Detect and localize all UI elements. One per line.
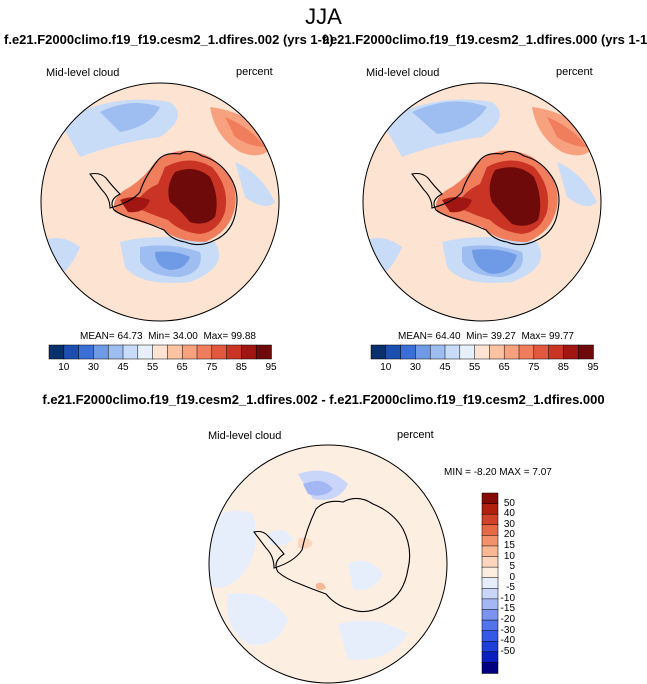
colorbar-tick-label: -50 <box>500 645 515 657</box>
colorbar-swatch <box>255 344 272 360</box>
colorbar-tick-label: 10 <box>503 550 515 562</box>
panel-left-variable: Mid-level cloud <box>46 67 120 79</box>
colorbar-swatch <box>385 344 402 360</box>
colorbar-swatch <box>429 344 446 360</box>
panel-left-units: percent <box>236 66 273 78</box>
colorbar-tick-label: 75 <box>528 362 540 373</box>
panel-right-units: percent <box>556 66 593 78</box>
stat-min-label: Min= <box>466 331 489 342</box>
colorbar-tick-label: 75 <box>206 362 218 373</box>
colorbar-tick-label: 85 <box>235 362 247 373</box>
colorbar-swatch <box>474 344 491 360</box>
colorbar-tick-label: -5 <box>506 582 515 594</box>
colorbar-swatch <box>459 344 476 360</box>
colorbar-swatch <box>107 344 124 360</box>
colorbar-tick-label: 50 <box>503 497 515 509</box>
colorbar-swatch <box>444 344 461 360</box>
colorbar-tick-label: 40 <box>503 508 515 520</box>
panel-right-run-header: f.e21.F2000climo.f19_f19.cesm2_1.dfires.… <box>322 32 647 47</box>
colorbar-diff <box>481 492 499 674</box>
stat-mean-label: MEAN= <box>80 331 115 342</box>
colorbar-tick-label: -15 <box>500 603 515 615</box>
stat-max-label: Max= <box>521 331 547 342</box>
colorbar-right <box>370 344 594 360</box>
colorbar-tick-label: 95 <box>265 362 277 373</box>
stat-mean-label: MEAN= <box>398 331 433 342</box>
colorbar-swatch <box>122 344 139 360</box>
colorbar-tick-label: 85 <box>557 362 569 373</box>
colorbar-tick-label: 30 <box>409 362 421 373</box>
colorbar-swatch <box>196 344 213 360</box>
colorbar-tick-label: -40 <box>500 635 515 647</box>
colorbar-tick-label: 65 <box>176 362 188 373</box>
panel-left-run-header: f.e21.F2000climo.f19_f19.cesm2_1.dfires.… <box>4 32 334 47</box>
diff-title: f.e21.F2000climo.f19_f19.cesm2_1.dfires.… <box>42 392 605 407</box>
colorbar-swatch <box>226 344 243 360</box>
map-right <box>362 82 602 322</box>
colorbar-tick-label: 15 <box>503 539 515 551</box>
colorbar-swatch <box>211 344 228 360</box>
colorbar-swatch <box>563 344 579 360</box>
colorbar-tick-label: -30 <box>500 624 515 636</box>
colorbar-swatch <box>481 662 499 674</box>
colorbar-tick-label: 10 <box>380 362 392 373</box>
colorbar-tick-label: 30 <box>503 518 515 530</box>
stat-min-value: 39.27 <box>490 331 516 342</box>
colorbar-swatch <box>78 344 95 360</box>
colorbar-tick-label: -20 <box>500 614 515 626</box>
colorbar-swatch <box>241 344 257 360</box>
panel-left-stats: MEAN= 64.73 Min= 34.00 Max= 99.88 <box>80 331 256 342</box>
colorbar-swatch <box>518 344 535 360</box>
colorbar-swatch <box>370 344 387 360</box>
map-left <box>40 82 280 322</box>
colorbar-tick-label: 45 <box>439 362 451 373</box>
panel-right-variable: Mid-level cloud <box>366 67 440 79</box>
colorbar-tick-label: 65 <box>498 362 510 373</box>
colorbar-tick-label: 20 <box>503 529 515 541</box>
colorbar-swatch <box>93 344 109 360</box>
colorbar-swatch <box>489 344 505 360</box>
colorbar-swatch <box>577 344 594 360</box>
colorbar-tick-label: 5 <box>509 561 515 573</box>
colorbar-swatch <box>181 344 198 360</box>
colorbar-tick-label: 10 <box>58 362 70 373</box>
colorbar-swatch <box>400 344 417 360</box>
page-title: JJA <box>305 4 342 29</box>
colorbar-swatch <box>152 344 169 360</box>
colorbar-swatch <box>548 344 565 360</box>
colorbar-tick-label: 45 <box>117 362 129 373</box>
colorbar-tick-label: 95 <box>587 362 599 373</box>
diff-units: percent <box>397 429 434 441</box>
stat-max-value: 99.88 <box>230 331 256 342</box>
panel-right-stats: MEAN= 64.40 Min= 39.27 Max= 99.77 <box>398 331 574 342</box>
colorbar-tick-label: 30 <box>87 362 99 373</box>
colorbar-tick-label: 0 <box>509 571 515 583</box>
colorbar-tick-label: 55 <box>147 362 159 373</box>
colorbar-swatch <box>533 344 550 360</box>
colorbar-swatch <box>137 344 154 360</box>
diff-minmax: MIN = -8.20 MAX = 7.07 <box>444 467 552 478</box>
stat-max-label: Max= <box>203 331 229 342</box>
stat-mean-value: 64.73 <box>117 331 143 342</box>
stat-mean-value: 64.40 <box>435 331 461 342</box>
stat-min-label: Min= <box>148 331 171 342</box>
diff-variable: Mid-level cloud <box>208 430 282 442</box>
stat-max-value: 99.77 <box>548 331 574 342</box>
colorbar-swatch <box>415 344 431 360</box>
colorbar-swatch <box>63 344 80 360</box>
colorbar-swatch <box>503 344 520 360</box>
colorbar-swatch <box>48 344 65 360</box>
colorbar-tick-label: 55 <box>469 362 481 373</box>
colorbar-left <box>48 344 272 360</box>
stat-min-value: 34.00 <box>172 331 198 342</box>
map-diff <box>208 444 448 684</box>
colorbar-tick-label: -10 <box>500 592 515 604</box>
colorbar-swatch <box>167 344 183 360</box>
